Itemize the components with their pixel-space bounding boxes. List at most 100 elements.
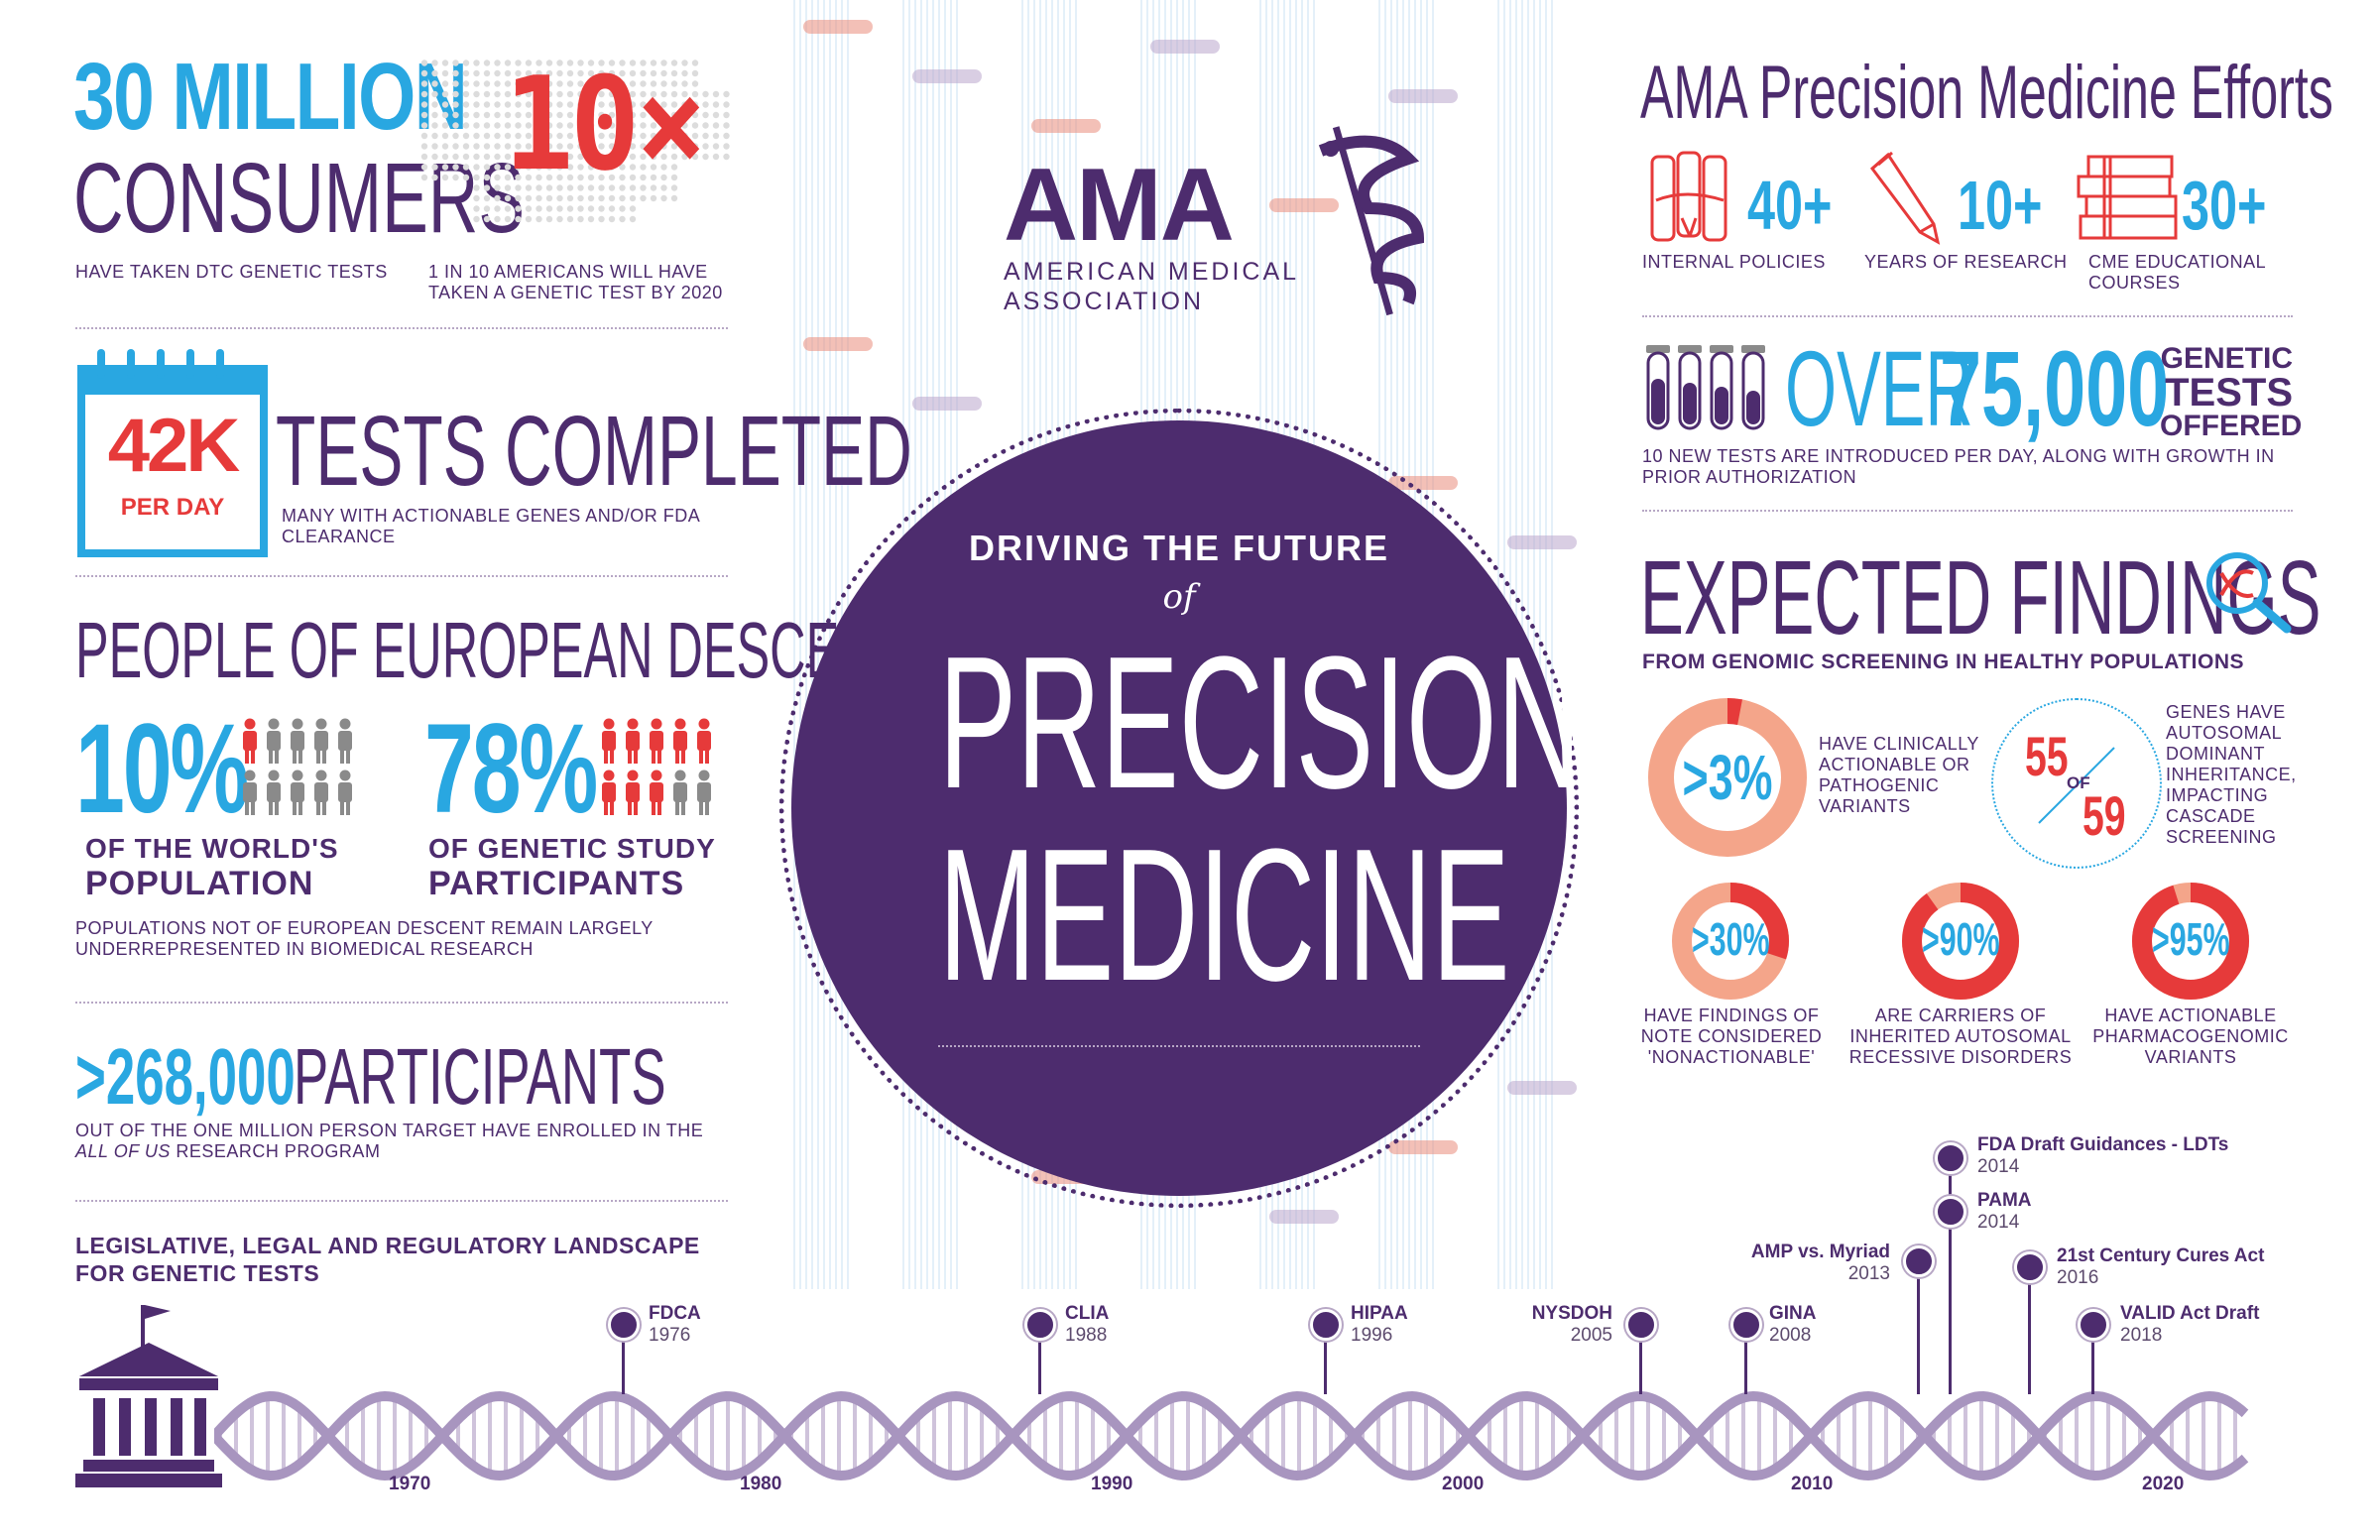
event-clia: CLIA 1988: [1065, 1303, 1110, 1346]
ten-times-subtext: 1 IN 10 AMERICANS WILL HAVE TAKEN A GENE…: [428, 262, 723, 302]
ring-value: >3%: [1682, 742, 1773, 813]
people-grid-study-icon: [602, 718, 711, 815]
calendar-unit: PER DAY: [120, 494, 225, 521]
person-icon: [314, 718, 328, 764]
ama-logo-text: AMA: [1004, 148, 1235, 263]
title-circle: DRIVING THE FUTURE of PRECISION MEDICINE: [791, 420, 1582, 1196]
event-gina: GINA 2008: [1769, 1303, 1817, 1346]
findings-subtitle: FROM GENOMIC SCREENING IN HEALTHY POPULA…: [1642, 651, 2245, 673]
consumers-word: CONSUMERS: [73, 143, 526, 254]
fraction-label: GENES HAVE AUTOSOMAL DOMINANT INHERITANC…: [2166, 702, 2297, 847]
timeline-pin[interactable]: [2078, 1309, 2109, 1341]
ring-actionable-variants: >3%: [1648, 698, 1807, 857]
consumers-big-number: 30 MILLION: [73, 44, 468, 150]
courthouse-icon: [75, 1305, 222, 1487]
timeline-pin[interactable]: [1024, 1309, 1056, 1341]
person-icon: [602, 770, 616, 815]
person-icon: [673, 770, 687, 815]
timeline-pin[interactable]: [2014, 1251, 2046, 1283]
person-icon: [697, 718, 711, 764]
participants-subtext-1: OUT OF THE ONE MILLION PERSON TARGET HAV…: [75, 1121, 704, 1140]
participants-subtext-2: ALL OF US RESEARCH PROGRAM: [75, 1141, 381, 1161]
participants-word: PARTICIPANTS: [294, 1032, 666, 1121]
timeline-pin[interactable]: [1730, 1309, 1762, 1341]
org-name-line-2: ASSOCIATION: [1004, 288, 1205, 315]
world-label-1: OF THE WORLD'S: [85, 833, 339, 864]
over-label: OVER: [1785, 328, 1973, 448]
person-icon: [697, 770, 711, 815]
decade-label: 2000: [1442, 1474, 1485, 1494]
timeline-pin[interactable]: [608, 1309, 640, 1341]
person-icon: [650, 770, 663, 815]
person-icon: [291, 770, 304, 815]
consumers-subtext: HAVE TAKEN DTC GENETIC TESTS: [75, 262, 388, 282]
effort-label-policies: INTERNAL POLICIES: [1642, 252, 1826, 272]
participants-number: >268,000: [75, 1032, 296, 1121]
timeline-pin[interactable]: [1310, 1309, 1342, 1341]
study-participants-percent: 78%: [424, 698, 598, 840]
fraction-circle: 55 OF 59: [1991, 698, 2162, 869]
tests-offered-note: 10 NEW TESTS ARE INTRODUCED PER DAY, ALO…: [1642, 446, 2275, 487]
person-icon: [650, 718, 663, 764]
event-pama: PAMA 2014: [1977, 1190, 2032, 1233]
event-fda-draft: FDA Draft Guidances - LDTs 2014: [1977, 1134, 2229, 1177]
timeline-pin[interactable]: [1935, 1196, 1966, 1228]
decade-label: 1970: [389, 1474, 431, 1494]
person-icon: [267, 718, 281, 764]
genetic-tests-offered-label: GENETIC TESTS OFFERED: [2160, 342, 2303, 442]
timeline-pin[interactable]: [1903, 1245, 1935, 1277]
effort-value-courses: 30+: [2182, 167, 2267, 244]
person-icon: [626, 770, 640, 815]
decade-label: 2010: [1791, 1474, 1834, 1494]
person-icon: [338, 770, 352, 815]
ring-actionable-label: HAVE CLINICALLY ACTIONABLE OR PATHOGENIC…: [1819, 734, 1979, 816]
books-icon: [2077, 155, 2178, 240]
effort-value-policies: 40+: [1747, 167, 1833, 244]
event-nysdoh: NYSDOH 2005: [1531, 1303, 1612, 1346]
tests-offered-number: 75,000: [1940, 328, 2170, 448]
fraction-denominator: 59: [2082, 784, 2126, 847]
calendar-value: 42K: [107, 404, 240, 488]
event-valid-act: VALID Act Draft 2018: [2120, 1303, 2260, 1346]
driving-text: DRIVING THE FUTURE: [968, 528, 1389, 568]
european-descent-title: PEOPLE OF EUROPEAN DESCENT: [75, 606, 906, 694]
decade-label: 1990: [1091, 1474, 1133, 1494]
person-icon: [243, 770, 257, 815]
ring-pharmacogenomic-label: HAVE ACTIONABLE PHARMACOGENOMIC VARIANTS: [2092, 1006, 2289, 1067]
timeline-title: LEGISLATIVE, LEGAL AND REGULATORY LANDSC…: [75, 1233, 700, 1286]
pencil-icon: [1869, 151, 1941, 245]
world-label-2: POPULATION: [85, 865, 314, 902]
ring-nonactionable-label: HAVE FINDINGS OF NOTE CONSIDERED 'NONACT…: [1640, 1006, 1823, 1067]
ring-carriers: >90%: [1902, 883, 2019, 1000]
event-hipaa: HIPAA 1996: [1351, 1303, 1408, 1346]
usa-dot-map-icon: [420, 59, 730, 223]
title-medicine: MEDICINE: [938, 810, 1510, 1020]
person-icon: [314, 770, 328, 815]
effort-label-research: YEARS OF RESEARCH: [1864, 252, 2068, 272]
timeline-pin[interactable]: [1935, 1142, 1966, 1174]
of-text: of: [1162, 577, 1196, 617]
event-cures-act: 21st Century Cures Act 2016: [2057, 1245, 2265, 1288]
person-icon: [626, 718, 640, 764]
efforts-title: AMA Precision Medicine Efforts: [1640, 51, 2333, 135]
effort-label-courses: CME EDUCATIONAL COURSES: [2088, 252, 2266, 293]
fraction-of: OF: [2067, 773, 2090, 792]
event-amp-myriad: AMP vs. Myriad 2013: [1750, 1242, 1890, 1284]
dotted-circle-border: [779, 409, 1579, 1208]
staff-of-asclepius-icon: [1318, 126, 1425, 316]
test-tubes-icon: [1646, 345, 1765, 430]
scrolls-icon: [1650, 151, 1727, 242]
person-icon: [267, 770, 281, 815]
european-note: POPULATIONS NOT OF EUROPEAN DESCENT REMA…: [75, 918, 654, 959]
person-icon: [338, 718, 352, 764]
person-icon: [291, 718, 304, 764]
expected-findings-title: EXPECTED FINDINGS: [1640, 539, 2321, 656]
dna-helix-timeline: [214, 1390, 2249, 1481]
fraction-numerator: 55: [2025, 725, 2069, 787]
effort-value-research: 10+: [1958, 167, 2043, 244]
calendar-icon: 42K PER DAY: [77, 365, 268, 557]
magnifier-dna-icon: [2206, 552, 2292, 634]
timeline-pin[interactable]: [1625, 1309, 1657, 1341]
ring-pharmacogenomic: >95%: [2132, 883, 2249, 1000]
ring-carriers-label: ARE CARRIERS OF INHERITED AUTOSOMAL RECE…: [1848, 1006, 2073, 1067]
